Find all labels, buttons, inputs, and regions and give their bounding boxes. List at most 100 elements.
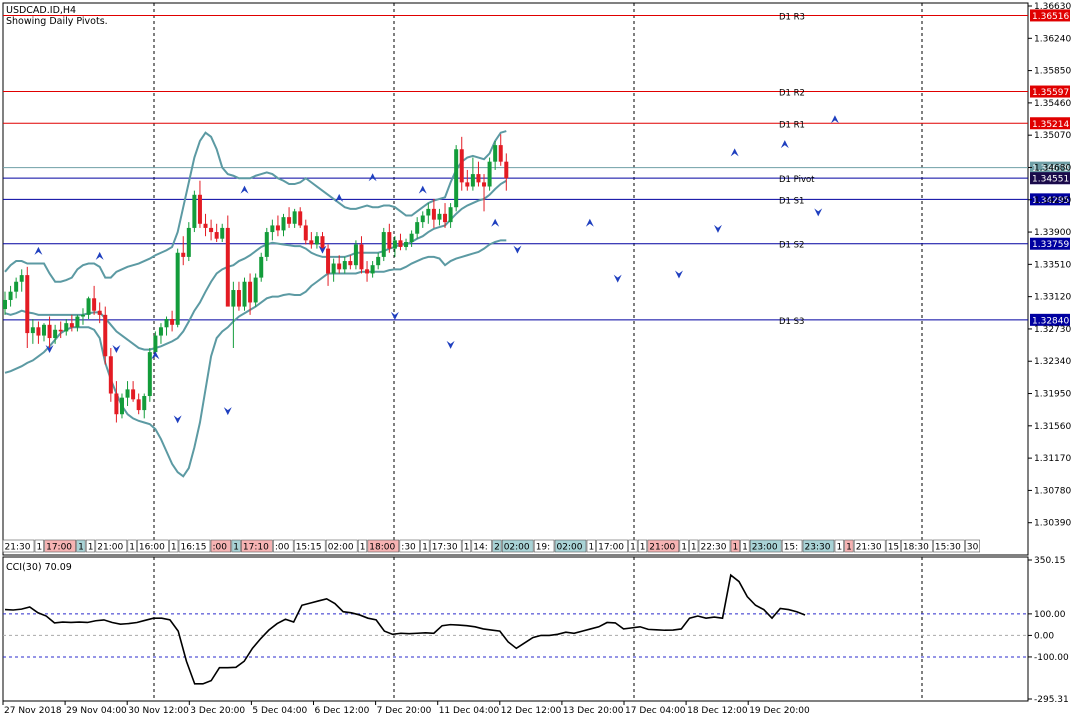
session-tag [740, 539, 750, 553]
session-tag-text: 1 [78, 543, 84, 553]
candle-body [387, 232, 392, 249]
candle-body [108, 356, 113, 394]
session-tag [367, 539, 400, 553]
candle-body [482, 182, 487, 187]
candle-body [470, 174, 475, 187]
candle-body [153, 335, 158, 353]
pivot-price-tag [1030, 313, 1070, 326]
candle-body [437, 213, 442, 220]
candle-body [370, 265, 375, 274]
main-plot-frame [2, 2, 1029, 556]
session-tag [586, 539, 596, 553]
candle-body [409, 233, 414, 242]
session-tag-text: 23:00 [752, 543, 778, 553]
candle-body [253, 277, 258, 303]
session-tag-text: 1 [742, 543, 748, 553]
price-tick-label: 1.30780 [1034, 486, 1071, 496]
candle-body [320, 236, 325, 249]
cci-line [4, 573, 806, 685]
pivot-label: D1 R1 [779, 120, 805, 130]
time-tick-label: 29 Nov 04:00 [66, 706, 127, 716]
candle-body [125, 389, 130, 398]
pivot-price-tag [1030, 117, 1070, 130]
candle-body [30, 327, 35, 334]
session-tag [76, 539, 86, 553]
candle-body [476, 174, 481, 183]
candle-body [170, 319, 175, 325]
chart-title: USDCAD.ID,H4 [6, 5, 76, 16]
session-tag [965, 539, 980, 553]
session-tag-text: 02:00 [328, 543, 354, 553]
candle-body [431, 208, 436, 220]
fractal-up-icon [34, 246, 43, 255]
session-tag [210, 539, 232, 553]
candle-body [175, 252, 180, 325]
candle-body [348, 261, 353, 266]
cci-tick-label: -295.31 [1034, 695, 1069, 705]
candle-body [203, 223, 208, 228]
price-tick-label: 1.31560 [1034, 422, 1071, 432]
candle-body [25, 275, 30, 334]
candle-body [448, 207, 453, 223]
session-tag [273, 539, 294, 553]
candle-body [36, 327, 41, 336]
candle-body [275, 225, 280, 231]
session-tag-text: 14: [473, 543, 487, 553]
candle-body [236, 290, 241, 307]
session-tag [471, 539, 492, 553]
candle-body [270, 225, 275, 233]
candle-body [97, 310, 102, 315]
fractal-up-icon [418, 185, 427, 194]
session-tag [178, 539, 211, 553]
pivot-price-tag-text: 1.32840 [1032, 316, 1069, 326]
session-tag-text: 19: [536, 543, 550, 553]
time-tick-label: 5 Dec 04:00 [252, 706, 307, 716]
candle-body [309, 240, 314, 245]
price-tick-label: 1.31950 [1034, 390, 1071, 400]
session-tag-text: 1 [681, 543, 687, 553]
candle-body [142, 396, 147, 411]
session-tag [749, 539, 782, 553]
session-tag [357, 539, 368, 553]
price-tick-label: 1.36240 [1034, 34, 1071, 44]
time-tick-label: 30 Nov 12:00 [128, 706, 189, 716]
fractal-up-icon [335, 193, 344, 202]
fractal-down-icon [223, 407, 232, 416]
session-tag-text: :30 [401, 543, 416, 553]
candle-body [264, 232, 269, 257]
candle-body [298, 211, 303, 226]
session-tag [628, 539, 638, 553]
cci-indicator: 350.15 100.00 0.00 -100.00 -295.31 [3, 556, 1069, 705]
candle-body [214, 232, 219, 239]
session-tag [844, 539, 854, 553]
session-tag [241, 539, 273, 553]
time-tick-label: 11 Dec 04:00 [439, 706, 500, 716]
candle-body [225, 227, 230, 307]
price-tick-label: 1.35850 [1034, 67, 1071, 77]
session-tag-text: 1 [88, 543, 94, 553]
candle-body [242, 281, 247, 307]
time-tick-label: 17 Dec 04:00 [625, 706, 686, 716]
fractal-markers [34, 115, 839, 424]
candle-body [41, 324, 46, 336]
candle-body [381, 232, 386, 257]
time-tick-label: 18 Dec 12:00 [687, 706, 748, 716]
current-price-tag [1030, 172, 1070, 185]
fractal-down-icon [112, 344, 121, 353]
fractal-up-icon [585, 218, 594, 227]
candle-body [259, 256, 264, 278]
session-tag-text: 21:30 [5, 543, 31, 553]
candle-body [326, 248, 331, 274]
candle-body [465, 182, 470, 187]
candle-body [314, 236, 319, 245]
cci-plot-frame [2, 556, 1029, 702]
candle-body [292, 211, 297, 224]
session-tag-text: 1 [846, 543, 852, 553]
session-tag [325, 539, 358, 553]
fractal-down-icon [513, 245, 522, 254]
period-separators [153, 3, 923, 701]
session-tag [933, 539, 965, 553]
pivot-label: D1 Pivot [779, 175, 815, 185]
cci-title: CCI(30) 70.09 [6, 562, 72, 573]
